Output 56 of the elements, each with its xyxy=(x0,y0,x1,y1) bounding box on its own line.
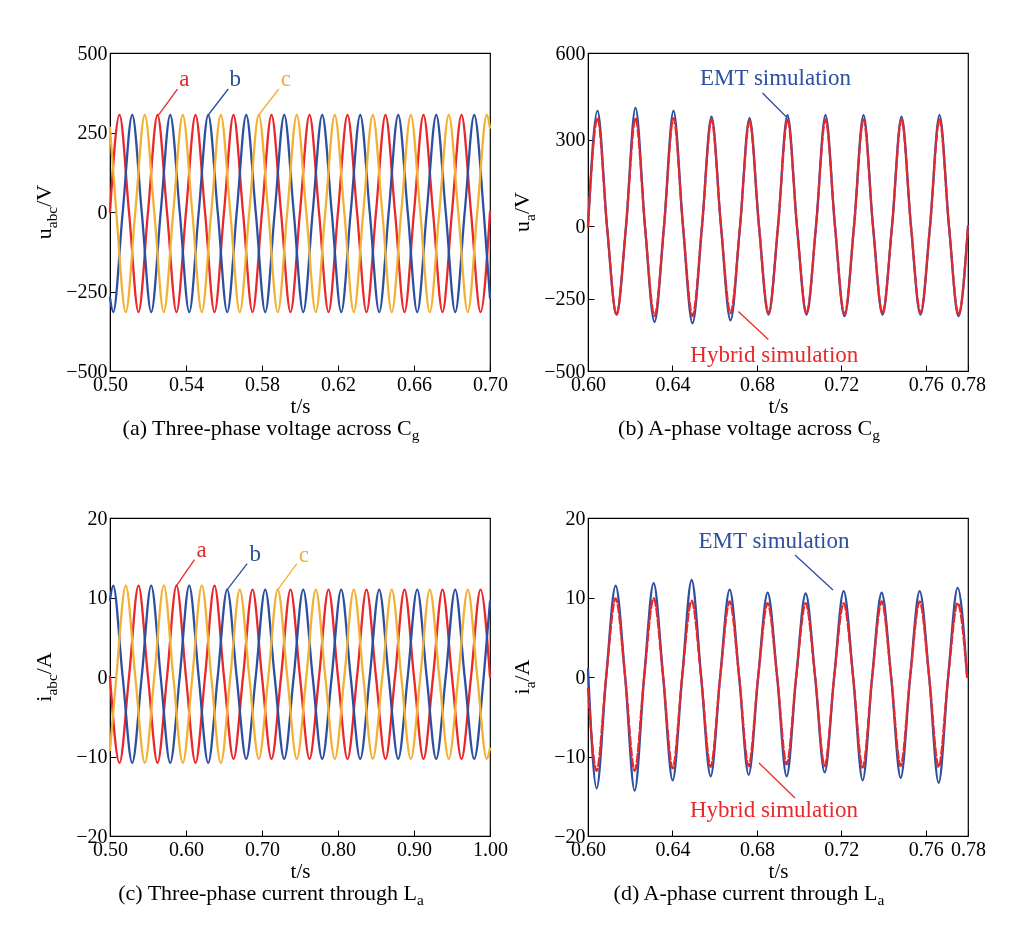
x-axis-title: t/s xyxy=(290,393,311,418)
text: (c) Three-phase current through L$_{a}$ xyxy=(117,880,425,910)
y-tick-label: −10 xyxy=(76,745,108,767)
y-tick-label: 10 xyxy=(87,586,108,608)
x-tick-label: 0.64 xyxy=(655,372,691,395)
y-tick-label: 600 xyxy=(555,41,586,64)
x-tick-label: 0.78 xyxy=(951,837,986,860)
annotation: Hybrid simulation xyxy=(689,797,859,822)
annotation: EMT simulation xyxy=(698,528,850,553)
x-tick-label: 0.70 xyxy=(245,837,280,860)
y-tick-label: 250 xyxy=(77,121,108,143)
line-series xyxy=(586,597,969,772)
x-tick-label: 0.70 xyxy=(473,372,508,395)
x-axis-title: t/s xyxy=(768,393,789,418)
y-tick-label: −10 xyxy=(554,745,586,767)
x-tick-label: 0.72 xyxy=(824,837,860,860)
x-tick-label: 0.58 xyxy=(245,372,280,395)
annotation: b xyxy=(229,66,241,92)
x-tick-label: 0.78 xyxy=(951,372,986,395)
x-tick-label: 0.80 xyxy=(321,837,356,860)
text: (d) A-phase current through L$_{a}$ xyxy=(612,880,886,910)
y-tick-label: 500 xyxy=(77,41,108,64)
annotation: Hybrid simulation xyxy=(690,342,859,368)
x-tick-label: 0.60 xyxy=(169,837,204,860)
x-tick-label: 0.72 xyxy=(824,372,860,395)
y-tick-label: 300 xyxy=(555,128,586,151)
y-tick-label: 10 xyxy=(565,586,586,608)
y-tick-label: 20 xyxy=(87,506,108,529)
x-tick-label: 0.90 xyxy=(397,837,432,860)
y-tick-label: −250 xyxy=(544,287,586,310)
x-axis-title: t/s xyxy=(290,858,311,883)
line-series xyxy=(586,578,969,792)
x-tick-label: 0.54 xyxy=(169,372,204,395)
text: (a) Three-phase voltage across C$_{g}$ xyxy=(121,415,421,445)
annotation: b xyxy=(249,540,261,566)
x-axis-title: t/s xyxy=(768,858,789,883)
y-tick-label: 20 xyxy=(565,506,586,529)
x-tick-label: 0.66 xyxy=(397,372,432,395)
x-tick-label: 0.76 xyxy=(908,837,944,860)
x-tick-label: 0.68 xyxy=(739,372,775,395)
y-tick-label: 0 xyxy=(97,665,108,688)
x-tick-label: 0.76 xyxy=(908,372,944,395)
x-tick-label: 0.68 xyxy=(739,837,775,860)
annotation: c xyxy=(298,541,309,567)
x-tick-label: 0.62 xyxy=(321,372,356,395)
y-tick-label: −250 xyxy=(66,280,108,302)
y-tick-label: 0 xyxy=(575,665,586,688)
x-tick-label: 0.64 xyxy=(655,837,691,860)
y-tick-label: 0 xyxy=(97,200,108,223)
text: (b) A-phase voltage across C$_{g}$ xyxy=(617,415,881,445)
y-tick-label: 0 xyxy=(575,214,586,237)
annotation: EMT simulation xyxy=(700,65,852,91)
annotation: c xyxy=(280,66,291,92)
x-tick-label: 1.00 xyxy=(473,837,508,860)
annotation: a xyxy=(179,66,190,92)
annotation: a xyxy=(196,536,207,562)
